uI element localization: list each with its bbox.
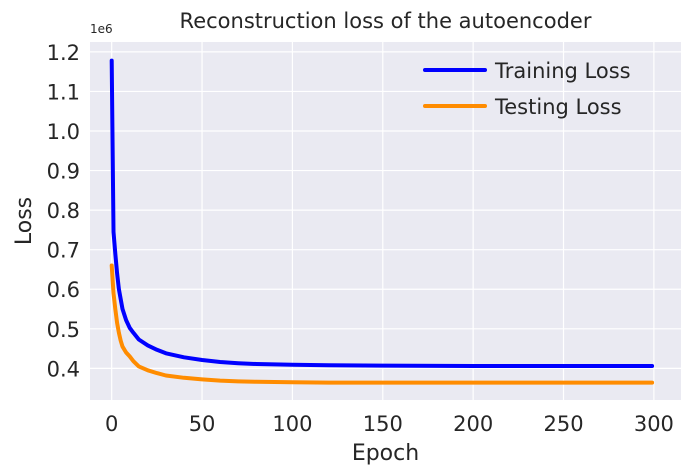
series-line-1 bbox=[109, 263, 655, 385]
y-axis-ticks: 0.4 0.5 0.6 0.7 0.8 0.9 1.0 1.1 1.2 bbox=[47, 41, 80, 381]
chart-title: Reconstruction loss of the autoencoder bbox=[180, 9, 592, 33]
legend-label: Testing Loss bbox=[494, 95, 622, 119]
legend-label: Training Loss bbox=[494, 59, 631, 83]
y-axis-label: Loss bbox=[12, 197, 37, 245]
legend: Training Loss Testing Loss bbox=[423, 59, 631, 119]
y-axis-offset-label: 1e6 bbox=[90, 22, 113, 36]
y-tick-label: 1.0 bbox=[47, 120, 80, 144]
x-axis-label: Epoch bbox=[352, 441, 419, 466]
grid-lines bbox=[90, 42, 681, 400]
x-tick-label: 150 bbox=[363, 412, 403, 436]
y-tick-label: 1.2 bbox=[47, 41, 80, 65]
x-tick-label: 50 bbox=[189, 412, 216, 436]
series-line-0 bbox=[109, 58, 655, 368]
x-tick-label: 100 bbox=[272, 412, 312, 436]
y-tick-label: 0.5 bbox=[47, 318, 80, 342]
x-tick-label: 250 bbox=[543, 412, 583, 436]
x-tick-label: 200 bbox=[453, 412, 493, 436]
x-axis-ticks: 0 50 100 150 200 250 300 bbox=[105, 412, 674, 436]
x-tick-label: 0 bbox=[105, 412, 118, 436]
y-tick-label: 0.8 bbox=[47, 199, 80, 223]
y-tick-label: 0.9 bbox=[47, 160, 80, 184]
y-tick-label: 0.7 bbox=[47, 239, 80, 263]
series-layer bbox=[109, 58, 655, 385]
y-tick-label: 1.1 bbox=[47, 80, 80, 104]
y-tick-label: 0.4 bbox=[47, 357, 80, 381]
plot-background bbox=[90, 42, 681, 400]
x-tick-label: 300 bbox=[634, 412, 674, 436]
y-tick-label: 0.6 bbox=[47, 278, 80, 302]
